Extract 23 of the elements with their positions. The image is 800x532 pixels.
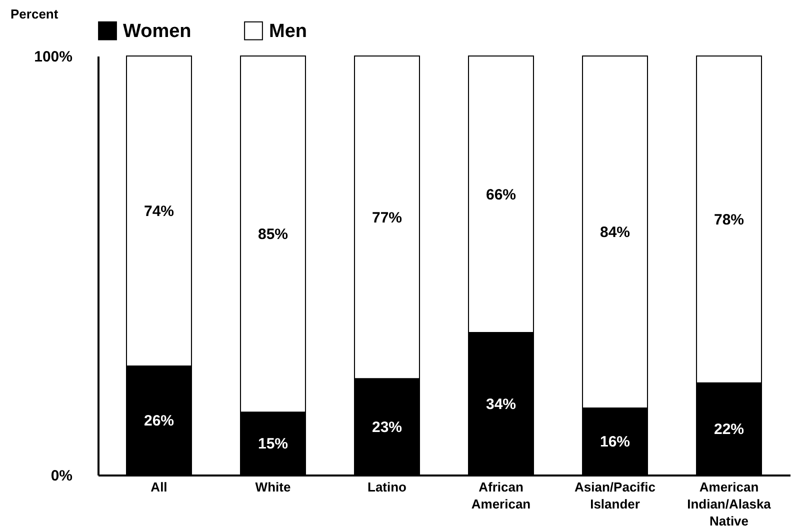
data-label: 23% — [372, 418, 402, 436]
x-tick-label: Asian/Pacific Islander — [574, 480, 656, 512]
data-label: 84% — [600, 224, 630, 241]
data-label: 22% — [714, 420, 744, 438]
data-label: 34% — [486, 396, 516, 413]
y-tick-label: 100% — [34, 48, 72, 66]
data-label: 78% — [714, 211, 744, 228]
data-label: 16% — [600, 433, 630, 450]
x-tick-label: African American — [471, 480, 531, 512]
x-tick-label: Latino — [368, 480, 407, 494]
data-label: 15% — [258, 436, 288, 453]
y-axis-title: Percent — [10, 6, 59, 22]
data-label: 26% — [144, 412, 174, 430]
x-tick-label: White — [255, 480, 291, 494]
data-label: 66% — [486, 186, 516, 204]
x-tick-label: All — [150, 480, 168, 494]
legend-label: Men — [269, 20, 307, 42]
y-tick-label: 0% — [50, 468, 72, 484]
data-label: 74% — [144, 203, 174, 220]
data-label: 85% — [258, 226, 288, 244]
data-label: 77% — [372, 209, 402, 226]
legend-label: Women — [123, 20, 192, 42]
x-tick-label: American Indian/Alaska Native — [687, 480, 772, 528]
